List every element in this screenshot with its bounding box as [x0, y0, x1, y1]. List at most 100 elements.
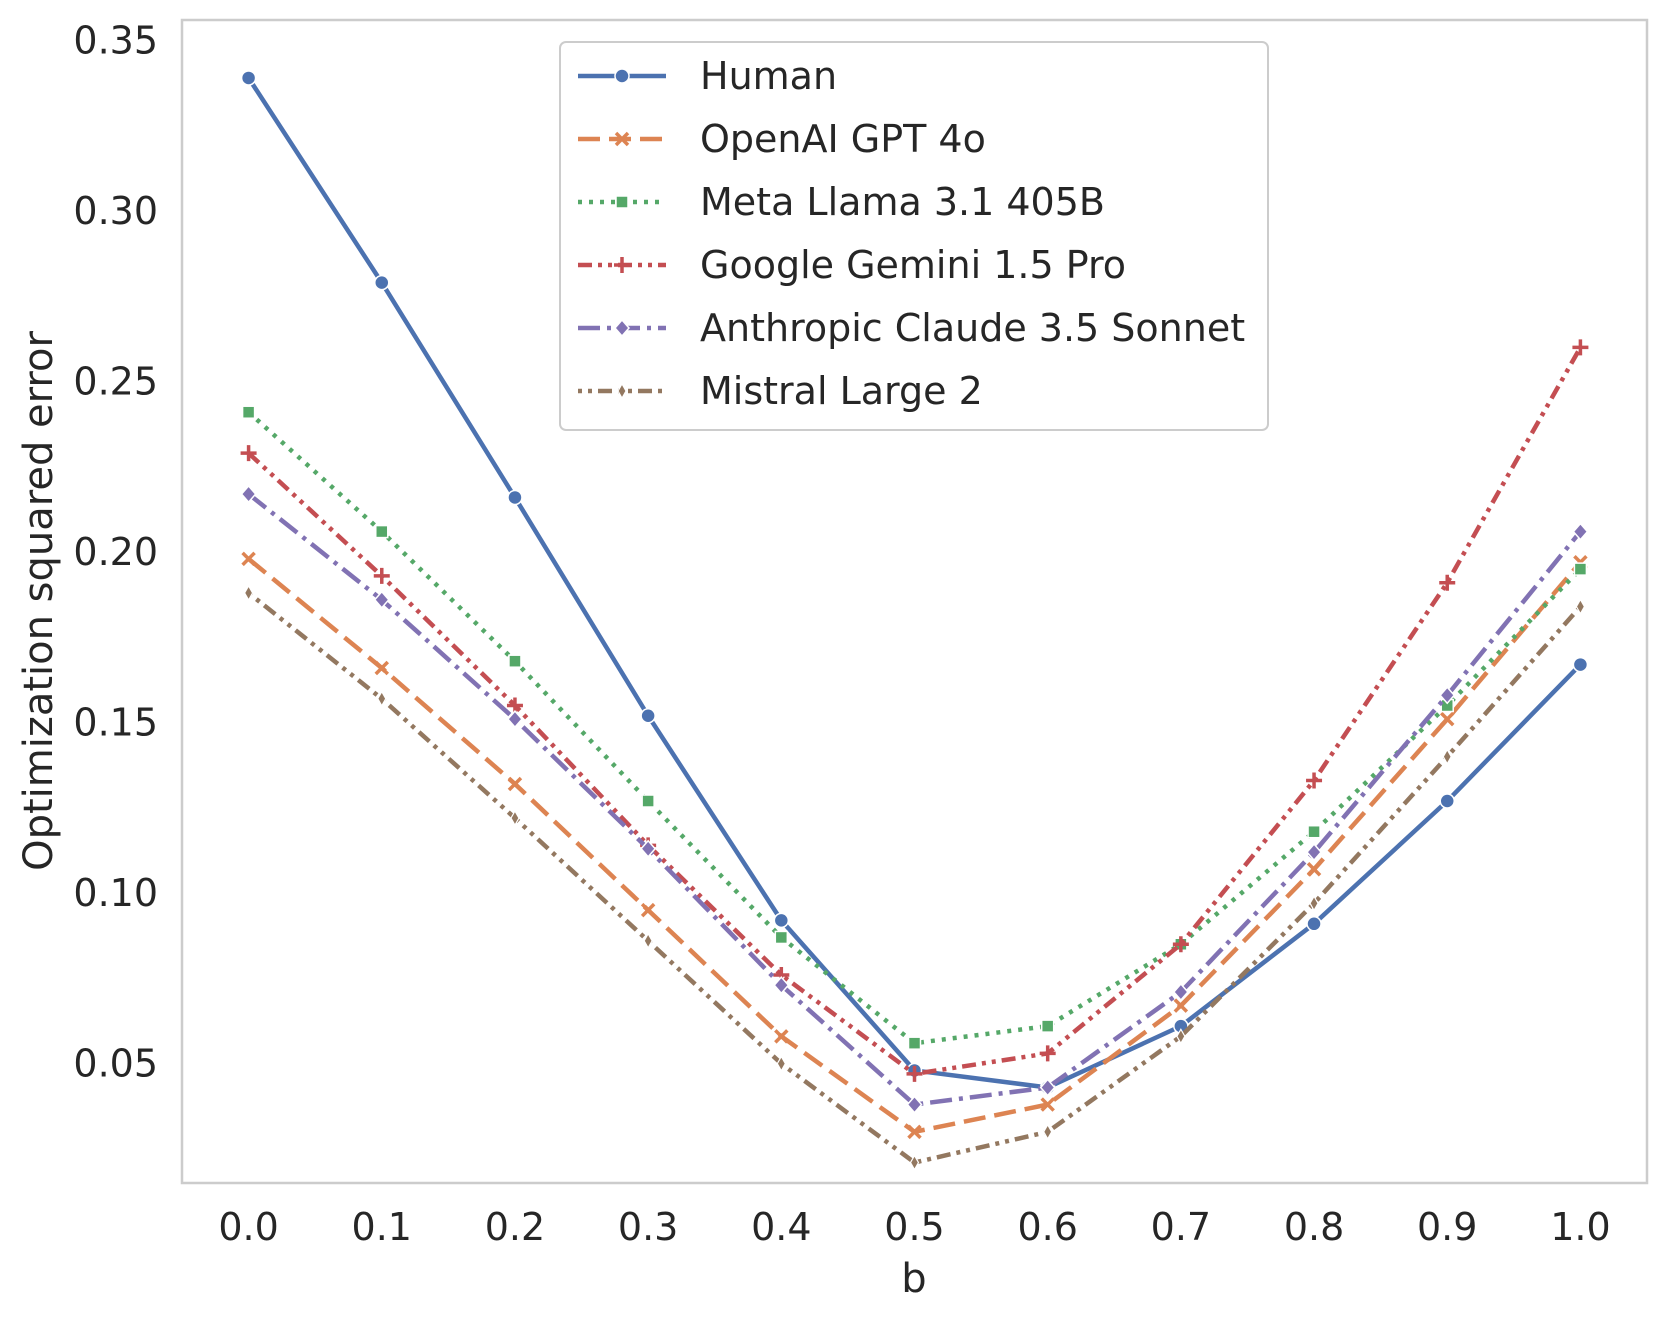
legend-marker: [615, 195, 629, 209]
data-point: [507, 489, 523, 506]
plot-area-frame: [180, 18, 1649, 1185]
legend-entry: OpenAI GPT 4o: [578, 117, 986, 161]
series-mistral-large-2: [243, 584, 1586, 1171]
data-point: [1439, 711, 1455, 727]
data-point: [374, 660, 390, 676]
data-point: [241, 405, 256, 419]
x-tick-label: 0.2: [485, 1205, 545, 1249]
data-point: [507, 776, 523, 792]
data-point: [1442, 748, 1452, 765]
legend-marker: [617, 382, 627, 400]
data-point: [241, 551, 256, 567]
data-point: [1439, 793, 1455, 809]
x-tick-label: 0.5: [884, 1205, 944, 1249]
data-point: [375, 524, 389, 539]
data-point: [1039, 1078, 1056, 1097]
legend-label: Google Gemini 1.5 Pro: [700, 243, 1126, 287]
x-tick-label: 0.0: [218, 1205, 278, 1249]
data-point: [1572, 522, 1589, 541]
y-tick-label: 0.05: [73, 1042, 158, 1086]
data-point: [1306, 916, 1322, 932]
x-tick-label: 0.9: [1417, 1205, 1477, 1249]
data-point: [1573, 562, 1588, 576]
data-point: [774, 930, 789, 945]
data-point: [640, 902, 656, 918]
x-tick-label: 0.1: [352, 1205, 412, 1249]
y-tick-label: 0.20: [73, 530, 158, 574]
legend-label: Meta Llama 3.1 405B: [700, 180, 1105, 224]
data-point: [1439, 574, 1456, 591]
data-point: [640, 708, 656, 724]
legend-entry: Anthropic Claude 3.5 Sonnet: [578, 306, 1245, 350]
x-tick-label: 1.0: [1550, 1205, 1610, 1249]
legend-label: OpenAI GPT 4o: [700, 117, 986, 161]
data-point: [1307, 824, 1321, 839]
data-point: [510, 809, 520, 827]
x-tick-label: 0.8: [1284, 1205, 1344, 1249]
data-point: [373, 590, 390, 609]
legend-entry: Mistral Large 2: [578, 369, 983, 413]
data-point: [907, 1036, 922, 1050]
data-point: [906, 1065, 923, 1082]
y-axis-ticks: 0.05 0.10 0.15 0.20 0.25 0.30 0.35: [73, 18, 158, 1085]
y-tick-label: 0.30: [73, 189, 158, 233]
y-tick-label: 0.15: [73, 701, 158, 745]
data-point: [907, 1124, 922, 1140]
y-tick-label: 0.25: [73, 360, 158, 404]
legend-entry: Google Gemini 1.5 Pro: [578, 243, 1126, 287]
legend-box: [559, 41, 1269, 431]
y-tick-label: 0.35: [73, 18, 158, 62]
data-point: [1306, 843, 1323, 862]
data-point: [1040, 1019, 1055, 1033]
data-point: [641, 794, 655, 808]
data-point: [1173, 998, 1189, 1013]
data-point: [773, 912, 790, 929]
legend-label: Human: [700, 54, 837, 98]
data-point: [240, 484, 257, 504]
legend-marker: [614, 68, 630, 84]
data-point: [377, 690, 387, 707]
data-point: [1439, 686, 1456, 705]
data-point: [773, 976, 790, 995]
data-point: [1306, 772, 1323, 789]
y-axis-label: Optimization squared error: [16, 331, 62, 871]
data-point: [906, 1095, 923, 1114]
legend-entry: Meta Llama 3.1 405B: [578, 180, 1105, 224]
legend-label: Mistral Large 2: [700, 369, 983, 413]
data-point: [774, 1029, 789, 1044]
legend-marker: [614, 257, 630, 273]
series-line: [247, 410, 1583, 1046]
data-point: [1172, 936, 1189, 953]
data-point: [1039, 1045, 1056, 1062]
data-point: [643, 932, 653, 950]
legend-entry: Human: [578, 54, 837, 98]
data-point: [508, 654, 522, 668]
x-tick-label: 0.6: [1017, 1205, 1077, 1249]
x-tick-label: 0.7: [1151, 1205, 1211, 1249]
series-line: [247, 591, 1583, 1165]
data-point: [374, 274, 390, 291]
data-point: [1040, 1097, 1055, 1112]
x-tick-label: 0.3: [618, 1205, 678, 1249]
data-point: [1172, 982, 1189, 1002]
data-point: [1306, 861, 1322, 877]
data-point: [1309, 895, 1319, 912]
x-tick-label: 0.4: [751, 1205, 811, 1249]
y-tick-label: 0.10: [73, 871, 158, 915]
series-layer: [240, 70, 1589, 1171]
data-point: [1572, 656, 1589, 673]
legend-marker: [614, 131, 630, 147]
data-point: [373, 567, 390, 584]
series-line: [247, 492, 1583, 1107]
legend: Human OpenAI GPT 4o Meta Llama 3.1 405B Goo…: [559, 41, 1269, 431]
x-axis-ticks: 0.0 0.1 0.2 0.3 0.4 0.5 0.6 0.7 0.8 0.9 1.0: [218, 1205, 1610, 1249]
data-point: [1572, 339, 1589, 356]
data-point: [1575, 598, 1586, 615]
legend-label: Anthropic Claude 3.5 Sonnet: [700, 306, 1245, 350]
data-point: [240, 445, 257, 462]
data-point: [1042, 1123, 1053, 1141]
data-point: [909, 1154, 920, 1171]
data-point: [1176, 1028, 1186, 1045]
data-point: [240, 70, 257, 86]
